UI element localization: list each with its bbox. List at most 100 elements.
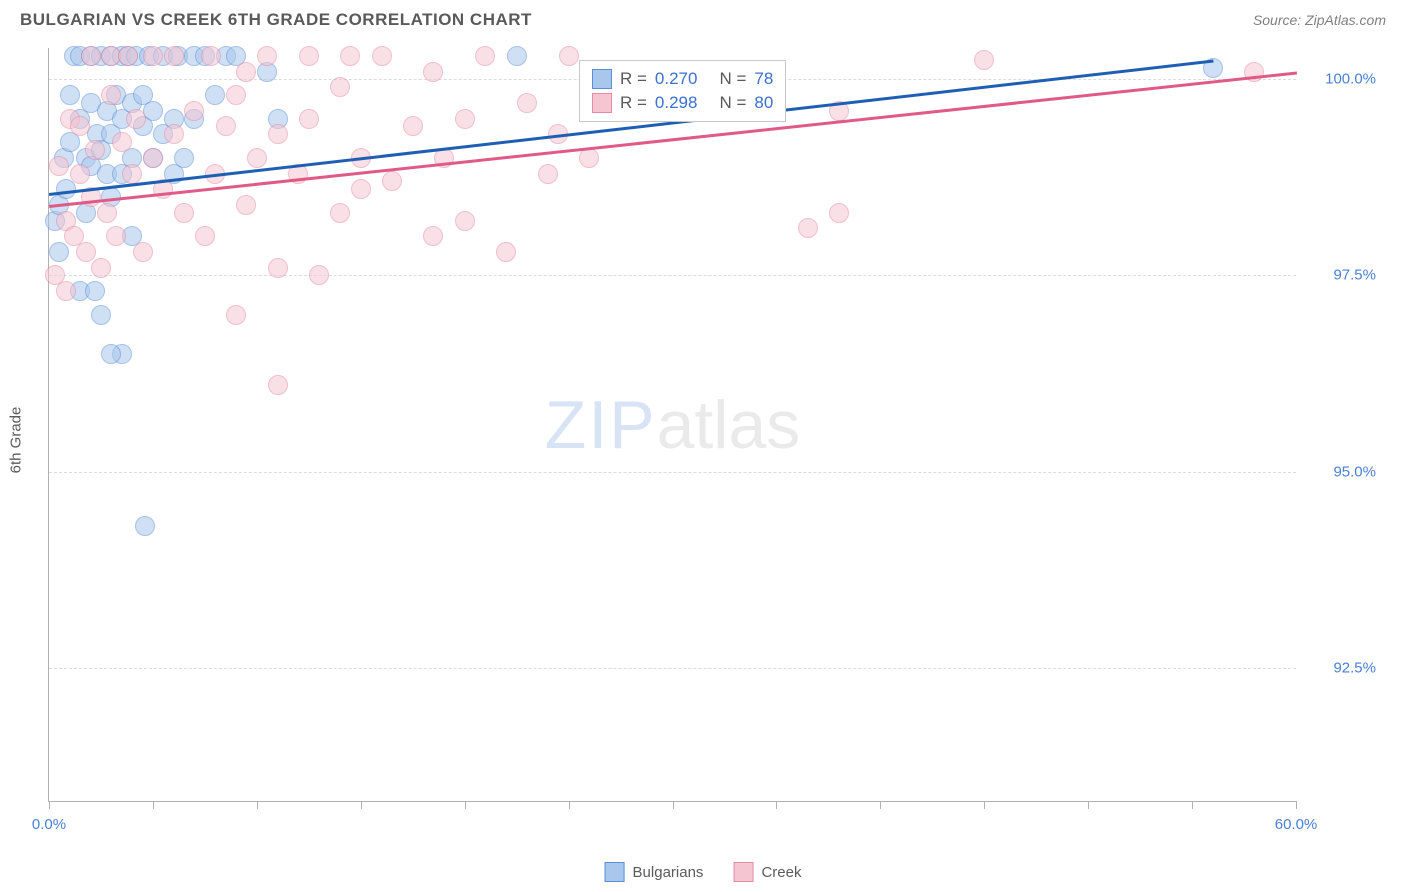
data-point (299, 46, 319, 66)
data-point (143, 148, 163, 168)
legend-label: Bulgarians (633, 864, 704, 881)
y-tick-label: 97.5% (1306, 267, 1376, 284)
data-point (101, 344, 121, 364)
legend-item: Creek (733, 862, 801, 882)
data-point (236, 62, 256, 82)
chart-title: BULGARIAN VS CREEK 6TH GRADE CORRELATION… (20, 10, 532, 30)
data-point (118, 46, 138, 66)
data-point (517, 93, 537, 113)
y-axis-label: 6th Grade (8, 407, 25, 474)
x-tick (569, 801, 570, 809)
data-point (85, 281, 105, 301)
data-point (174, 148, 194, 168)
y-tick-label: 92.5% (1306, 659, 1376, 676)
data-point (268, 375, 288, 395)
stat-n-label: N = (719, 69, 746, 89)
legend-label: Creek (761, 864, 801, 881)
data-point (268, 124, 288, 144)
data-point (247, 148, 267, 168)
data-point (70, 164, 90, 184)
plot-area: ZIPatlas 92.5%95.0%97.5%100.0%0.0%60.0%R… (48, 48, 1296, 802)
legend-swatch (733, 862, 753, 882)
legend-stats-row: R = 0.298N = 80 (592, 91, 773, 115)
data-point (455, 109, 475, 129)
data-point (49, 156, 69, 176)
data-point (351, 179, 371, 199)
data-point (195, 226, 215, 246)
data-point (81, 46, 101, 66)
legend-swatch (605, 862, 625, 882)
chart-header: BULGARIAN VS CREEK 6TH GRADE CORRELATION… (0, 0, 1406, 38)
data-point (133, 242, 153, 262)
data-point (216, 116, 236, 136)
data-point (112, 132, 132, 152)
x-tick (257, 801, 258, 809)
data-point (143, 46, 163, 66)
data-point (829, 203, 849, 223)
stat-r-label: R = (620, 93, 647, 113)
data-point (382, 171, 402, 191)
data-point (106, 226, 126, 246)
x-tick (776, 801, 777, 809)
stat-n-value: 78 (754, 69, 773, 89)
x-tick (673, 801, 674, 809)
data-point (475, 46, 495, 66)
watermark-zip: ZIP (545, 387, 657, 463)
x-tick-label: 0.0% (32, 816, 66, 833)
data-point (126, 109, 146, 129)
gridline (49, 668, 1296, 669)
data-point (91, 258, 111, 278)
x-tick-label: 60.0% (1275, 816, 1318, 833)
x-tick (1296, 801, 1297, 809)
data-point (507, 46, 527, 66)
legend-swatch (592, 93, 612, 113)
data-point (76, 242, 96, 262)
data-point (85, 140, 105, 160)
stat-n-value: 80 (754, 93, 773, 113)
x-tick (465, 801, 466, 809)
legend-stats: R = 0.270 N = 78R = 0.298N = 80 (579, 60, 786, 122)
data-point (201, 46, 221, 66)
data-point (122, 164, 142, 184)
data-point (60, 85, 80, 105)
stat-r-label: R = (620, 69, 647, 89)
data-point (164, 124, 184, 144)
data-point (236, 195, 256, 215)
x-tick (1088, 801, 1089, 809)
data-point (164, 46, 184, 66)
watermark: ZIPatlas (545, 386, 800, 464)
data-point (101, 85, 121, 105)
data-point (226, 85, 246, 105)
data-point (299, 109, 319, 129)
legend-bottom: Bulgarians Creek (605, 862, 802, 882)
watermark-atlas: atlas (657, 387, 801, 463)
stat-r-value: 0.270 (655, 69, 698, 89)
gridline (49, 472, 1296, 473)
data-point (91, 305, 111, 325)
data-point (340, 46, 360, 66)
legend-stats-row: R = 0.270 N = 78 (592, 67, 773, 91)
x-tick (153, 801, 154, 809)
stat-r-value: 0.298 (655, 93, 698, 113)
gridline (49, 275, 1296, 276)
data-point (403, 116, 423, 136)
data-point (268, 258, 288, 278)
data-point (538, 164, 558, 184)
data-point (372, 46, 392, 66)
legend-swatch (592, 69, 612, 89)
data-point (330, 77, 350, 97)
y-tick-label: 100.0% (1306, 71, 1376, 88)
data-point (579, 148, 599, 168)
y-tick-label: 95.0% (1306, 463, 1376, 480)
data-point (49, 242, 69, 262)
x-tick (361, 801, 362, 809)
data-point (309, 265, 329, 285)
x-tick (984, 801, 985, 809)
x-tick (1192, 801, 1193, 809)
legend-item: Bulgarians (605, 862, 704, 882)
x-tick (880, 801, 881, 809)
data-point (257, 46, 277, 66)
data-point (184, 101, 204, 121)
data-point (974, 50, 994, 70)
chart-container: 6th Grade ZIPatlas 92.5%95.0%97.5%100.0%… (48, 48, 1386, 832)
